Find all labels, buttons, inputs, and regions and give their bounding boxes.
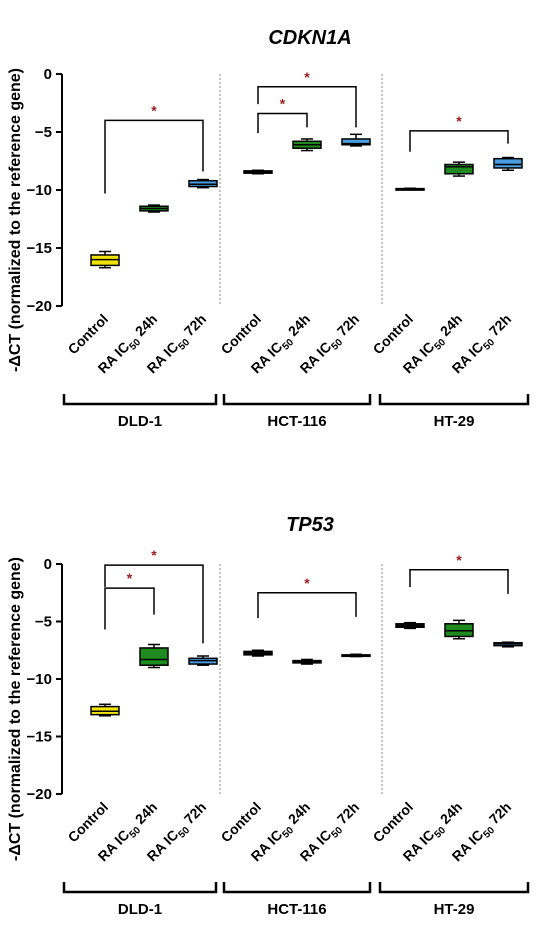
x-tick-label: Control xyxy=(370,799,417,846)
group-bracket xyxy=(222,394,372,406)
box-iqr xyxy=(444,163,474,175)
box-HT-29-RA-IC50-24h xyxy=(444,619,474,640)
y-axis-label: -ΔCT (normalized to the reference gene) xyxy=(7,557,24,861)
group-bracket xyxy=(378,882,530,894)
box-HT-29-Control xyxy=(395,621,425,630)
significance-label: * xyxy=(456,113,462,129)
group-bracket xyxy=(378,394,530,406)
y-tick-label: −15 xyxy=(27,729,52,746)
group-label: HCT-116 xyxy=(267,413,326,430)
x-tick-label: Control xyxy=(218,799,265,846)
x-tick-label: Control xyxy=(65,311,112,358)
box-iqr xyxy=(139,647,169,666)
chart-title: CDKN1A xyxy=(268,27,351,49)
x-tick-label: Control xyxy=(218,311,265,358)
significance-label: * xyxy=(304,69,310,85)
significance-label: * xyxy=(151,547,157,563)
box-DLD-1-RA-IC50-24h xyxy=(139,204,169,213)
y-tick-label: −20 xyxy=(27,786,52,803)
significance-label: * xyxy=(280,95,286,111)
significance-label: * xyxy=(304,575,310,591)
significance-bracket: * xyxy=(104,547,204,644)
bracket-line xyxy=(257,112,308,134)
bracket-line xyxy=(257,592,357,619)
box-DLD-1-Control xyxy=(90,250,120,269)
significance-bracket: * xyxy=(257,575,357,619)
group-label: HCT-116 xyxy=(267,901,326,918)
box-HCT-116-RA-IC50-72h xyxy=(341,653,371,658)
box-iqr xyxy=(493,157,523,169)
significance-bracket: * xyxy=(409,552,509,594)
y-tick-label: 0 xyxy=(44,66,52,83)
significance-label: * xyxy=(151,102,157,118)
bracket-line xyxy=(104,564,204,644)
box-HCT-116-RA-IC50-24h xyxy=(292,138,322,152)
cdkn1a-chart: CDKN1A 0 −5 −10 −15 −20-ΔCT (normalized to t… xyxy=(7,27,530,430)
box-HT-29-Control xyxy=(395,187,425,191)
group-bracket xyxy=(222,882,372,894)
box-DLD-1-RA-IC50-24h xyxy=(139,643,169,669)
box-HCT-116-RA-IC50-24h xyxy=(292,658,322,665)
y-tick-label: −20 xyxy=(27,298,52,315)
box-HCT-116-RA-IC50-72h xyxy=(341,133,371,147)
significance-label: * xyxy=(127,570,133,586)
box-HT-29-RA-IC50-72h xyxy=(493,641,523,648)
box-DLD-1-Control xyxy=(90,703,120,717)
group-label: DLD-1 xyxy=(118,413,162,430)
chart-title: TP53 xyxy=(286,514,334,536)
x-tick-label: Control xyxy=(65,799,112,846)
box-HT-29-RA-IC50-72h xyxy=(493,156,523,172)
group-label: HT-29 xyxy=(434,413,475,430)
y-tick-label: −5 xyxy=(35,124,52,141)
y-tick-label: −15 xyxy=(27,240,52,257)
significance-bracket: * xyxy=(257,69,357,128)
significance-bracket: * xyxy=(104,570,155,630)
box-HCT-116-Control xyxy=(243,169,273,175)
y-tick-label: −5 xyxy=(35,614,52,631)
significance-bracket: * xyxy=(257,95,308,134)
significance-bracket: * xyxy=(104,102,204,194)
bracket-line xyxy=(104,587,155,630)
box-HCT-116-Control xyxy=(243,649,273,657)
bracket-line xyxy=(409,130,509,152)
y-axis-label: -ΔCT (normalized to the reference gene) xyxy=(7,68,24,372)
bracket-line xyxy=(257,86,357,128)
bracket-line xyxy=(104,119,204,194)
y-tick-label: −10 xyxy=(27,671,52,688)
box-DLD-1-RA-IC50-72h xyxy=(188,655,218,666)
group-label: HT-29 xyxy=(434,901,475,918)
box-DLD-1-RA-IC50-72h xyxy=(188,178,218,189)
box-iqr xyxy=(341,138,371,146)
group-bracket xyxy=(62,882,218,894)
group-label: DLD-1 xyxy=(118,901,162,918)
y-tick-label: 0 xyxy=(44,556,52,573)
group-bracket xyxy=(62,394,218,406)
y-tick-label: −10 xyxy=(27,182,52,199)
x-tick-label: Control xyxy=(370,311,417,358)
bracket-line xyxy=(409,569,509,594)
significance-bracket: * xyxy=(409,113,509,152)
significance-label: * xyxy=(456,552,462,568)
tp53-chart: TP53 0 −5 −10 −15 −20-ΔCT (normalized to the… xyxy=(7,514,530,918)
box-HT-29-RA-IC50-24h xyxy=(444,161,474,177)
